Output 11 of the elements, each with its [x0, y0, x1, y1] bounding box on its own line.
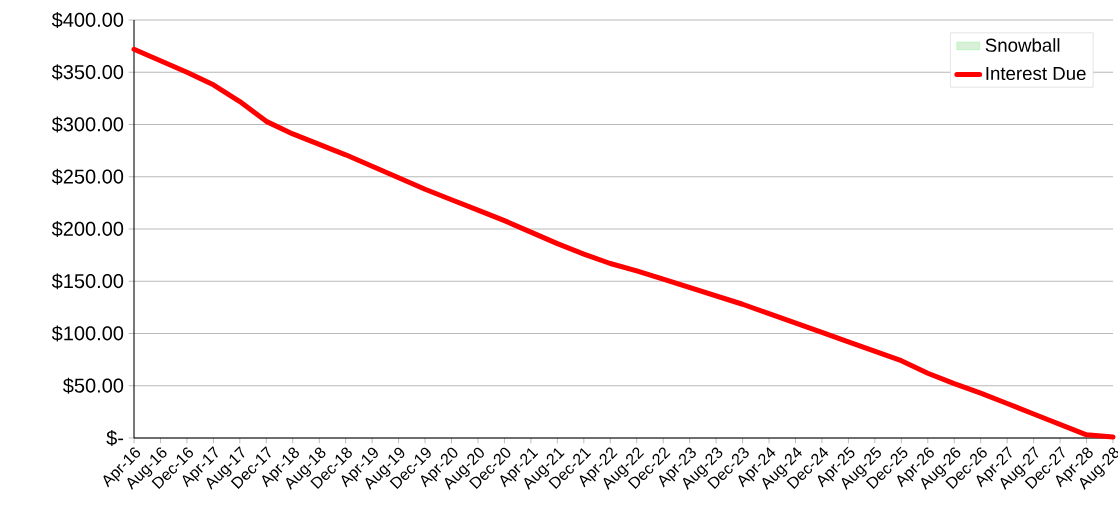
y-tick-label: $150.00 [51, 273, 124, 290]
legend-label: Snowball [985, 38, 1060, 52]
y-tick-label: $250.00 [51, 168, 124, 185]
y-tick-label: $200.00 [51, 220, 124, 238]
y-tick-label: $100.00 [51, 325, 124, 342]
legend-label: Interest Due [986, 67, 1086, 81]
y-tick-label: $- [106, 429, 124, 447]
y-tick-label: $50.00 [63, 377, 124, 394]
y-tick-label: $350.00 [51, 64, 124, 81]
y-tick-label: $400.00 [51, 11, 124, 29]
y-tick-label: $300.00 [51, 116, 124, 133]
